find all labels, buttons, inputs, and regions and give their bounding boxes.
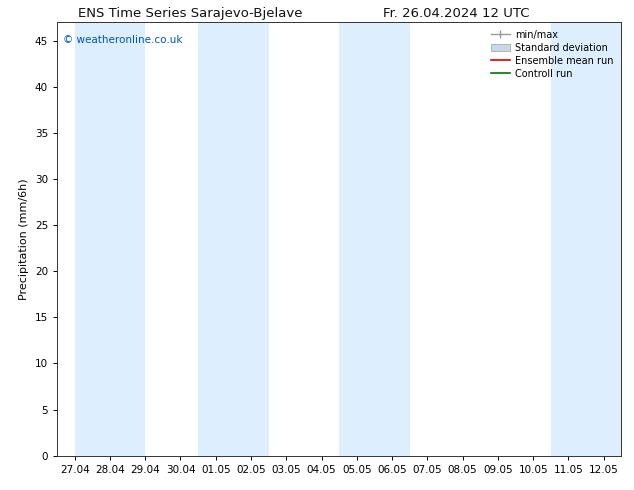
- Bar: [551, 22, 621, 456]
- Y-axis label: Precipitation (mm/6h): Precipitation (mm/6h): [19, 178, 29, 300]
- Bar: [339, 22, 410, 456]
- Bar: [75, 22, 145, 456]
- Bar: [198, 22, 269, 456]
- Text: ENS Time Series Sarajevo-Bjelave: ENS Time Series Sarajevo-Bjelave: [78, 7, 302, 21]
- Text: Fr. 26.04.2024 12 UTC: Fr. 26.04.2024 12 UTC: [383, 7, 530, 21]
- Text: © weatheronline.co.uk: © weatheronline.co.uk: [63, 35, 182, 45]
- Legend: min/max, Standard deviation, Ensemble mean run, Controll run: min/max, Standard deviation, Ensemble me…: [488, 27, 616, 81]
